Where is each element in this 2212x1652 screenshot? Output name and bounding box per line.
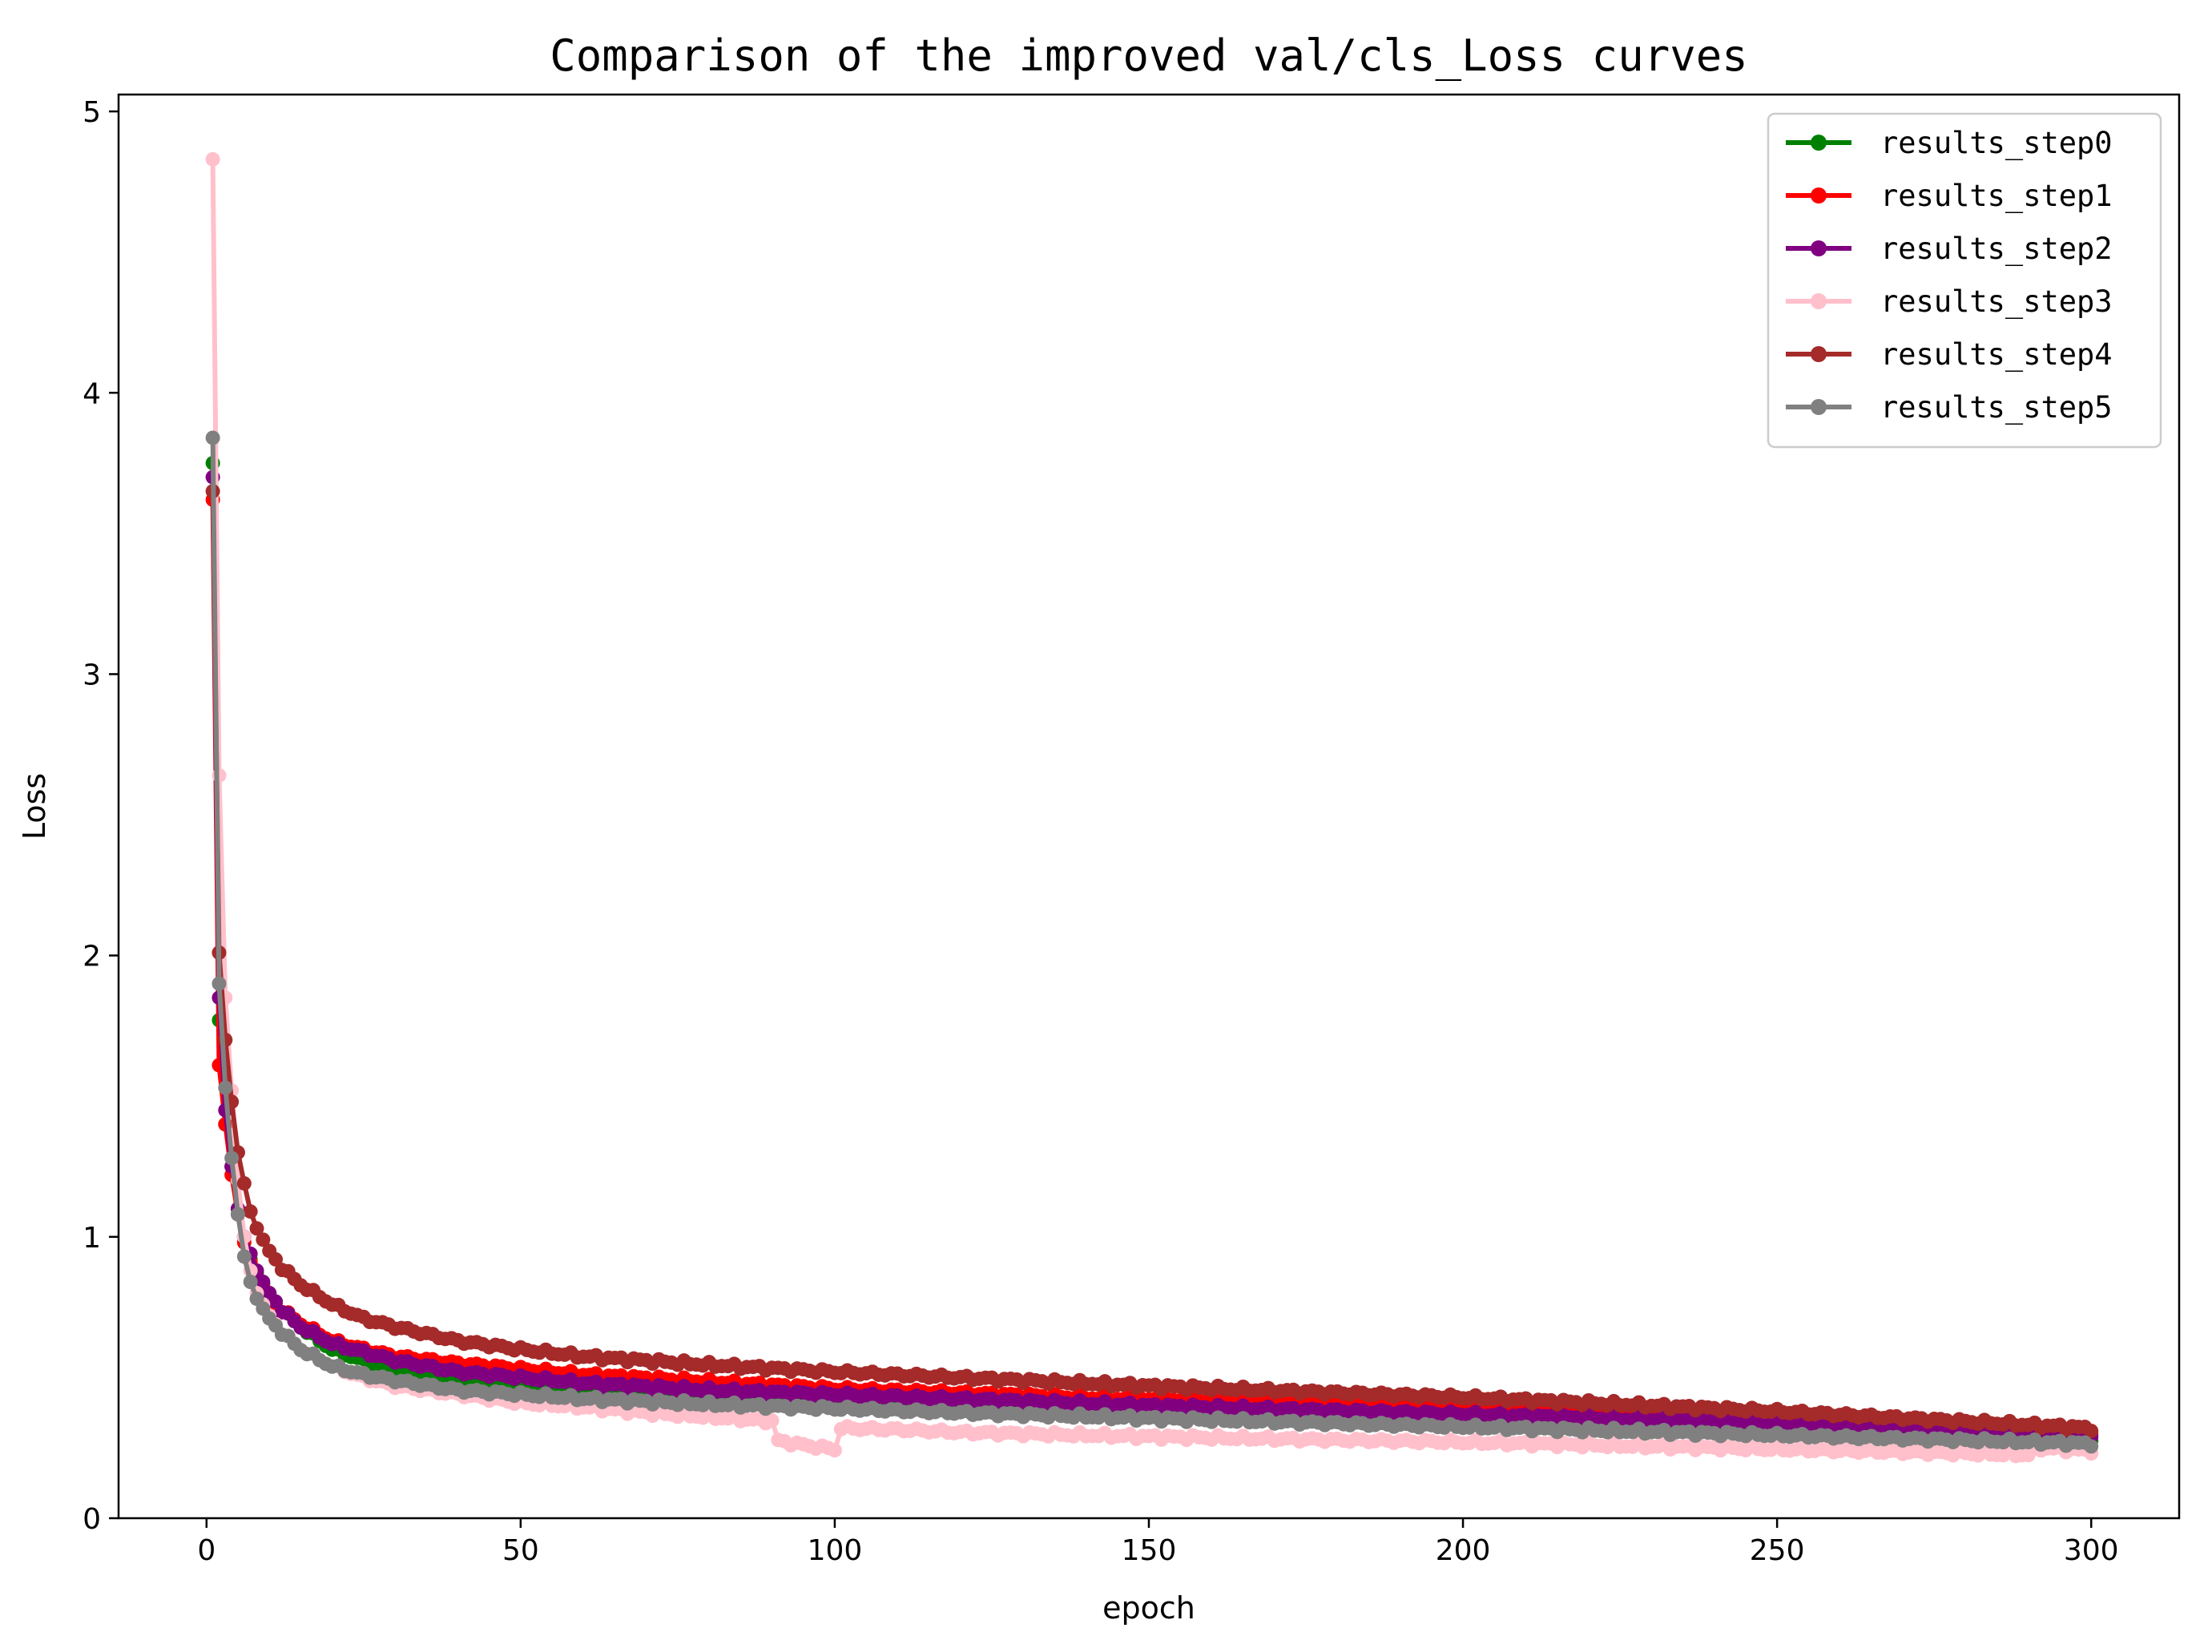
data-point [764, 1413, 780, 1428]
x-tick-label: 200 [1436, 1534, 1491, 1567]
chart-title: Comparison of the improved val/cls_Loss … [550, 30, 1748, 81]
legend-marker [1811, 240, 1827, 256]
data-point [230, 1207, 245, 1222]
data-point [256, 1232, 271, 1247]
legend-item-results_step2: results_step2 [1786, 232, 2113, 267]
y-axis-label: Loss [17, 773, 52, 840]
data-point [236, 1249, 252, 1264]
legend-label: results_step5 [1880, 390, 2113, 425]
legend-marker [1811, 399, 1827, 415]
data-point [205, 151, 220, 167]
x-tick-label: 50 [502, 1534, 539, 1567]
data-point [2084, 1424, 2099, 1439]
y-tick-label: 1 [83, 1222, 101, 1255]
y-tick-label: 4 [83, 377, 101, 410]
x-tick-label: 300 [2064, 1534, 2119, 1567]
y-tick-label: 3 [83, 659, 101, 691]
data-point [2084, 1439, 2099, 1454]
series-results_step5 [205, 430, 2099, 1454]
x-tick-label: 150 [1122, 1534, 1177, 1567]
x-tick-label: 250 [1750, 1534, 1805, 1567]
legend-label: results_step0 [1880, 126, 2113, 161]
legend-label: results_step4 [1880, 337, 2113, 373]
legend-item-results_step0: results_step0 [1786, 126, 2113, 161]
legend-item-results_step1: results_step1 [1786, 179, 2113, 214]
x-axis-label: epoch [1102, 1590, 1195, 1626]
legend-item-results_step3: results_step3 [1786, 284, 2113, 320]
data-point [827, 1443, 842, 1458]
legend-item-results_step5: results_step5 [1786, 390, 2113, 425]
y-tick-label: 5 [83, 96, 101, 129]
series-results_step4 [205, 484, 2099, 1439]
legend-label: results_step3 [1880, 284, 2113, 320]
legend-label: results_step2 [1880, 232, 2113, 267]
data-point [256, 1275, 271, 1289]
data-point [268, 1251, 284, 1267]
data-point [268, 1294, 284, 1309]
data-point [212, 976, 227, 991]
x-tick-label: 100 [808, 1534, 863, 1567]
legend-marker [1811, 187, 1827, 203]
x-tick-label: 0 [197, 1534, 216, 1567]
data-point [249, 1221, 264, 1236]
data-point [224, 1150, 240, 1166]
legend-box [1767, 112, 2162, 449]
y-tick-label: 0 [83, 1503, 101, 1536]
legend-marker [1811, 346, 1827, 362]
axes: 0 50 100 150 200 250 300 0 1 2 3 4 5 [83, 93, 2181, 1567]
data-point [218, 1080, 233, 1095]
legend-marker [1811, 135, 1827, 151]
legend-item-results_step4: results_step4 [1786, 337, 2113, 373]
y-tick-label: 2 [83, 941, 101, 973]
data-point [236, 1176, 252, 1191]
data-point [205, 430, 220, 445]
data-point [243, 1204, 258, 1219]
legend: results_step0 results_step1 results_step2r… [1767, 112, 2162, 449]
legend-marker [1811, 293, 1827, 309]
plot-area [205, 151, 2099, 1464]
legend-label: results_step1 [1880, 179, 2113, 214]
data-point [243, 1275, 258, 1289]
